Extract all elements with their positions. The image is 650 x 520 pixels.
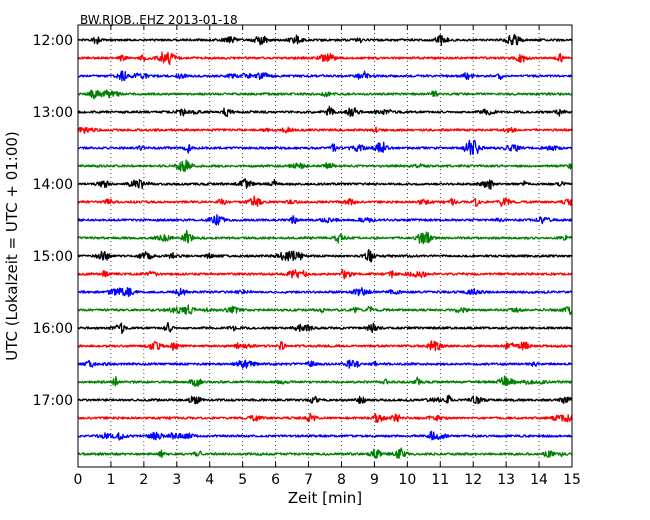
seismogram-trace-1245 [77,89,573,100]
seismogram-trace-1645 [77,375,573,388]
seismogram-trace-1745 [77,447,573,460]
seismogram-trace-1530 [77,287,573,298]
y-tick-label: 15:00 [33,249,73,265]
seismogram-trace-1630 [77,359,573,369]
trace-group [77,33,573,460]
x-tick-label: 5 [238,472,247,488]
y-tick-label: 16:00 [33,321,73,337]
x-tick-label: 8 [337,472,346,488]
seismogram-trace-1615 [77,340,573,352]
x-tick-label: 12 [464,472,482,488]
seismogram-trace-1600 [77,321,573,334]
seismogram-trace-1230 [77,70,573,82]
x-tick-label: 3 [172,472,181,488]
y-axis-label: UTC (Lokalzeit = UTC + 01:00) [3,131,21,361]
plot-frame [77,24,573,468]
seismogram-trace-1445 [77,229,573,245]
x-tick-label: 10 [398,472,416,488]
seismogram-trace-1545 [77,304,573,316]
seismogram-trace-1515 [77,269,573,280]
x-tick-label: 6 [271,472,280,488]
seismogram-trace-1300 [77,105,573,118]
x-tick-label: 2 [139,472,148,488]
seismogram-trace-1200 [77,33,573,46]
seismogram-trace-1345 [77,159,573,173]
x-tick-label: 0 [74,472,83,488]
x-tick-label: 15 [563,472,581,488]
y-axis-ticks: 12:00 13:00 14:00 15:00 16:00 17:00 [33,33,572,409]
x-tick-label: 9 [370,472,379,488]
y-tick-label: 17:00 [33,393,73,409]
seismogram-trace-1700 [77,394,573,405]
seismogram-trace-1400 [77,178,573,190]
y-tick-label: 13:00 [33,105,73,121]
x-tick-label: 1 [106,472,115,488]
seismogram-trace-1315 [77,126,573,134]
plot-area-background [78,25,572,467]
seismogram-trace-1715 [77,412,573,423]
x-axis-ticks: 0 1 2 3 4 5 6 7 8 9 10 11 12 13 14 15 [74,25,581,488]
x-axis-label: Zeit [min] [288,489,362,507]
seismogram-trace-1430 [77,214,573,226]
seismogram-trace-1730 [77,430,573,441]
seismogram-trace-1415 [77,195,573,208]
grid-lines [110,25,540,467]
seismogram-trace-1215 [77,51,573,65]
x-tick-label: 11 [431,472,449,488]
x-tick-label: 14 [530,472,548,488]
seismogram-trace-1330 [77,139,573,156]
y-tick-label: 12:00 [33,33,73,49]
y-tick-label: 14:00 [33,177,73,193]
chart-title: BW.RJOB..EHZ 2013-01-18 [80,13,238,27]
x-tick-label: 13 [497,472,515,488]
x-tick-label: 4 [205,472,214,488]
seismogram-trace-1500 [77,249,573,263]
x-tick-label: 7 [304,472,313,488]
